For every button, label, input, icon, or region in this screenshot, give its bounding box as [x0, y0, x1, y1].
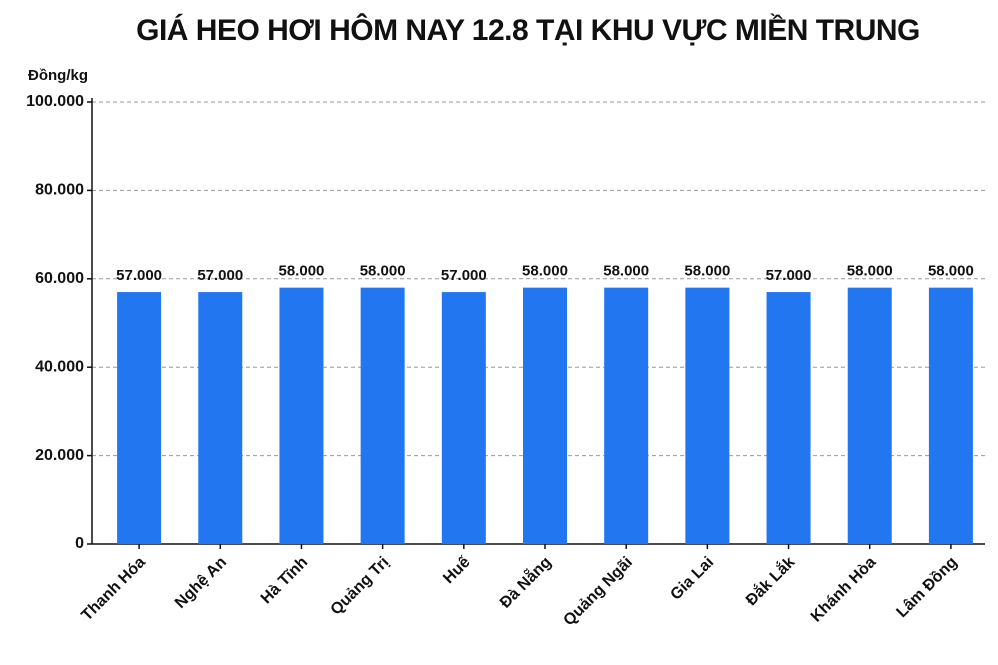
value-label: 58.000 [603, 263, 649, 280]
x-tick-label: Khánh Hòa [808, 554, 880, 626]
value-label: 58.000 [928, 263, 974, 280]
bar [441, 292, 486, 544]
value-label: 57.000 [766, 267, 812, 284]
x-tick-label: Gia Lai [667, 554, 717, 604]
y-tick-label: 0 [75, 535, 84, 552]
x-tick-label: Quảng Ngãi [560, 554, 636, 630]
bar [685, 287, 730, 544]
bar [604, 287, 649, 544]
bar [360, 287, 405, 544]
x-tick-label: Đắk Lắk [742, 552, 799, 609]
x-tick-label: Quảng Trị [328, 554, 393, 619]
bar [198, 292, 243, 544]
x-tick-label: Huế [440, 554, 473, 587]
y-tick-label: 100.000 [26, 93, 84, 110]
bar [847, 287, 892, 544]
value-label: 58.000 [522, 263, 568, 280]
y-tick-label: 80.000 [35, 182, 84, 199]
value-label: 57.000 [116, 267, 162, 284]
value-label: 58.000 [279, 263, 325, 280]
bar [117, 292, 162, 544]
x-tick-label: Hà Tĩnh [258, 554, 312, 608]
value-label: 58.000 [684, 263, 730, 280]
bar [279, 287, 324, 544]
x-tick-label: Đà Nẵng [495, 552, 555, 612]
value-label: 57.000 [441, 267, 487, 284]
y-tick-label: 40.000 [35, 358, 84, 375]
y-tick-label: 60.000 [35, 270, 84, 287]
value-label: 57.000 [197, 267, 243, 284]
x-tick-label: Thanh Hóa [78, 554, 149, 625]
value-label: 58.000 [360, 263, 406, 280]
bar [928, 287, 973, 544]
x-tick-label: Lâm Đồng [893, 554, 960, 621]
value-label: 58.000 [847, 263, 893, 280]
chart-title: GIÁ HEO HƠI HÔM NAY 12.8 TẠI KHU VỰC MIỀ… [136, 13, 920, 47]
x-tick-label: Nghệ An [172, 554, 230, 612]
bar [766, 292, 811, 544]
y-tick-label: 20.000 [35, 447, 84, 464]
y-axis-label: Đồng/kg [28, 67, 88, 84]
bar [523, 287, 567, 544]
